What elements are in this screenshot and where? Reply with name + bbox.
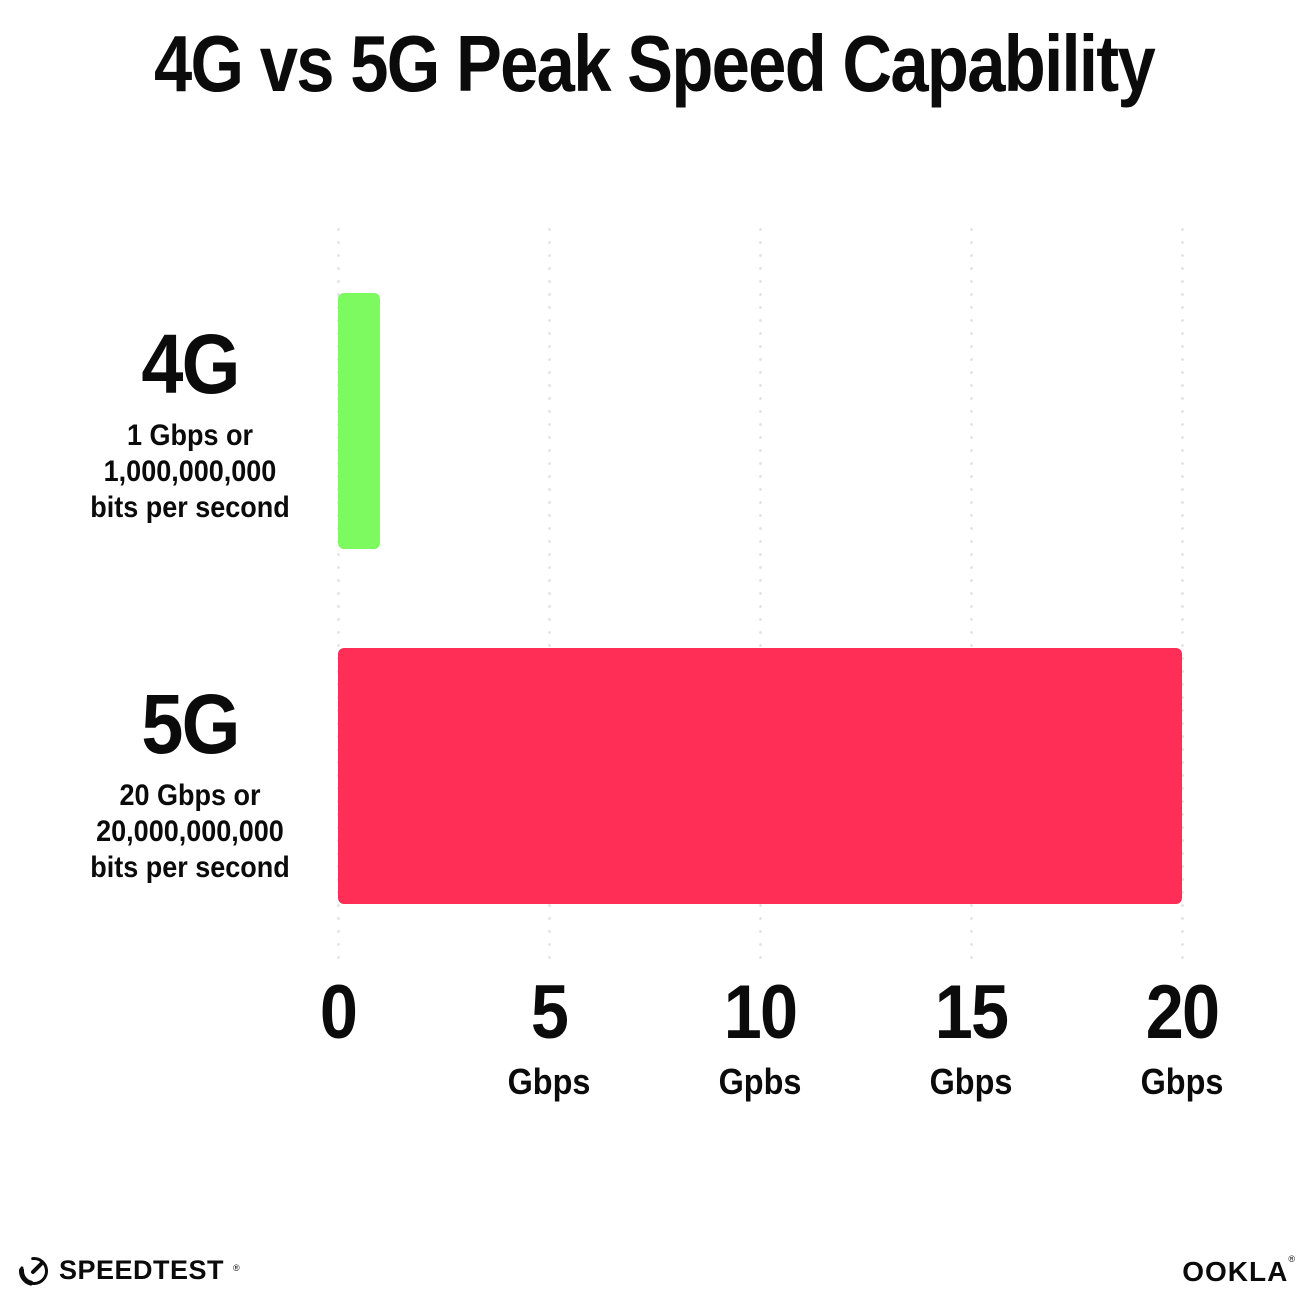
speedtest-gauge-icon <box>18 1254 50 1286</box>
x-tick-unit: Gbps <box>929 1061 1013 1102</box>
gridline <box>1180 223 1184 960</box>
speedtest-wordmark: SPEEDTEST <box>59 1254 225 1285</box>
row-label-subtitle-line: 1,000,000,000 <box>103 455 277 488</box>
plot-area <box>336 223 1184 960</box>
ookla-wordmark: OOKLA <box>1182 1256 1289 1287</box>
gridline <box>758 223 762 960</box>
row-label-subtitle-line: 20,000,000,000 <box>96 815 284 848</box>
x-tick-5: 5 Gbps <box>432 975 666 1103</box>
x-tick-10: 10 Gpbs <box>643 975 877 1103</box>
x-tick-number: 15 <box>934 970 1009 1055</box>
row-label-4g: 4G 1 Gbps or 1,000,000,000 bits per second <box>44 322 336 526</box>
gridline <box>969 223 973 960</box>
x-tick-number: 5 <box>530 970 569 1055</box>
row-label-subtitle-line: bits per second <box>90 851 290 884</box>
bar-4g <box>338 293 381 549</box>
gridline <box>547 223 551 960</box>
bar-5g <box>338 648 1182 904</box>
ookla-registered-mark: ® <box>1288 1254 1296 1264</box>
row-label-5g: 5G 20 Gbps or 20,000,000,000 bits per secon… <box>44 682 336 886</box>
x-axis: 0 5 Gbps 10 Gpbs 15 Gbps 20 Gbps <box>320 975 1224 1115</box>
x-tick-number: 20 <box>1145 970 1220 1055</box>
ookla-logo: OOKLA® <box>1182 1254 1296 1288</box>
x-tick-20: 20 Gbps <box>1065 975 1299 1103</box>
speedtest-logo: SPEEDTEST ® <box>18 1254 240 1286</box>
speedtest-registered-mark: ® <box>233 1263 240 1273</box>
row-label-title: 5G <box>141 677 240 771</box>
x-tick-unit: Gbps <box>507 1061 591 1102</box>
x-tick-number: 10 <box>723 970 798 1055</box>
x-tick-number: 0 <box>319 970 358 1055</box>
row-label-subtitle-line: bits per second <box>90 491 290 524</box>
row-label-title: 4G <box>141 317 240 411</box>
x-tick-0: 0 <box>221 975 455 1097</box>
x-tick-unit: Gbps <box>1140 1061 1224 1102</box>
row-label-subtitle: 1 Gbps or 1,000,000,000 bits per second <box>44 418 336 526</box>
row-label-subtitle-line: 1 Gbps or <box>126 419 254 452</box>
x-tick-unit: Gpbs <box>718 1061 802 1102</box>
gridline <box>336 223 340 960</box>
row-label-subtitle: 20 Gbps or 20,000,000,000 bits per second <box>44 778 336 886</box>
chart-title: 4G vs 5G Peak Speed Capability <box>154 19 1156 108</box>
x-tick-unit <box>221 1061 455 1097</box>
x-tick-15: 15 Gbps <box>854 975 1088 1103</box>
row-label-subtitle-line: 20 Gbps or <box>119 779 261 812</box>
